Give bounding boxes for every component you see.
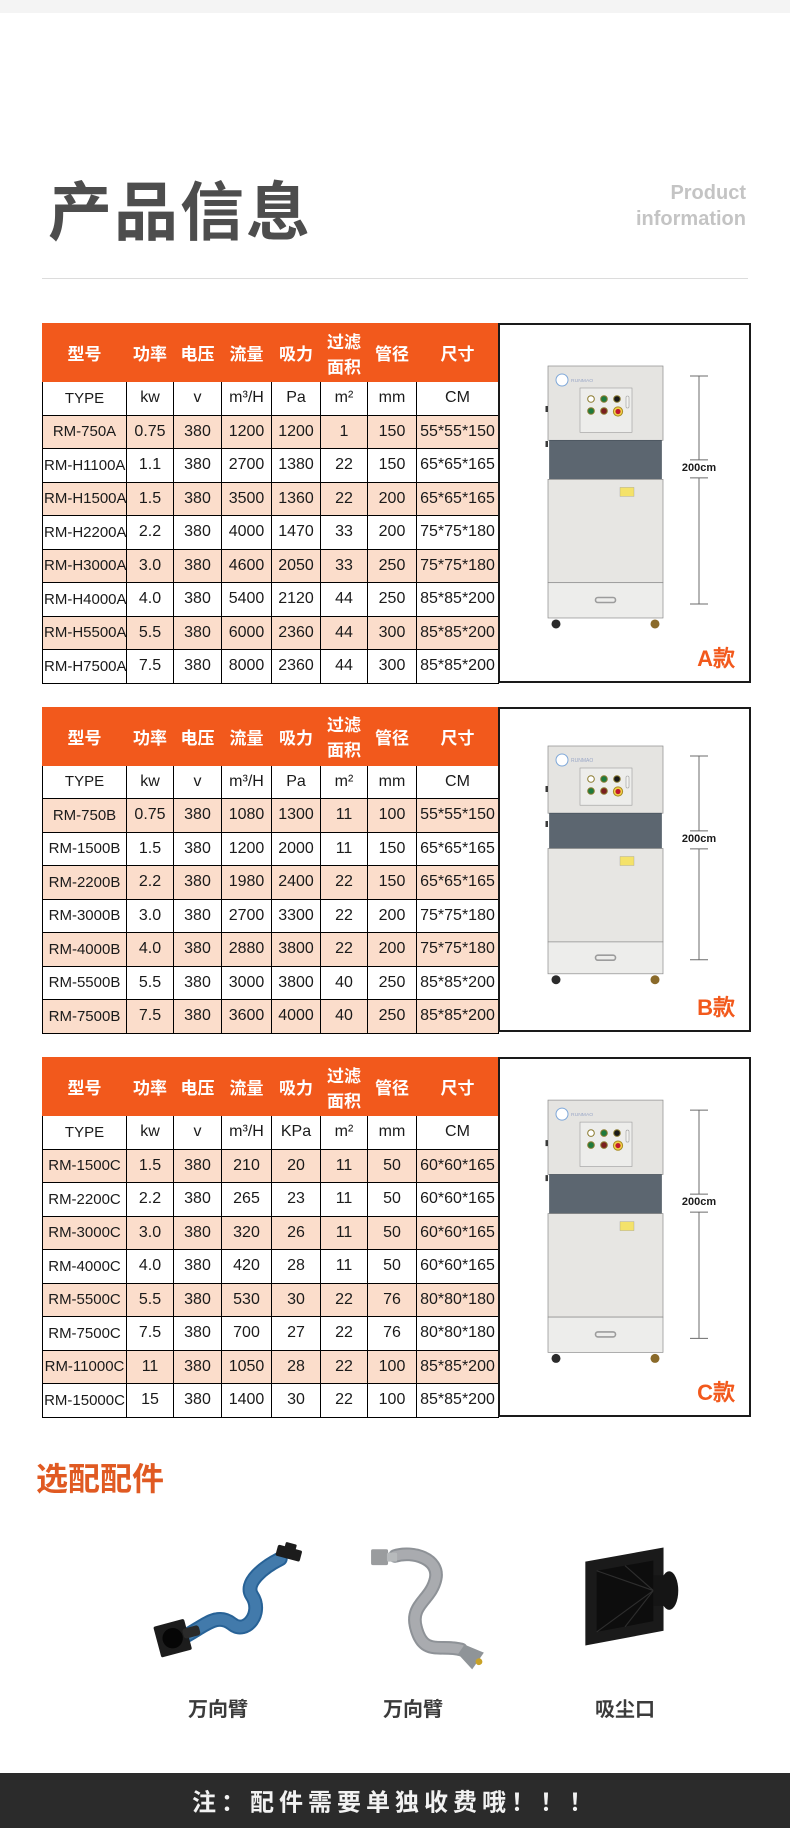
svg-text:RUNMAO: RUNMAO	[571, 378, 593, 384]
svg-text:200cm: 200cm	[682, 462, 716, 474]
svg-text:RUNMAO: RUNMAO	[571, 1112, 593, 1118]
svg-text:200cm: 200cm	[682, 1196, 716, 1208]
svg-text:200cm: 200cm	[682, 832, 716, 844]
svg-text:RUNMAO: RUNMAO	[571, 758, 593, 764]
